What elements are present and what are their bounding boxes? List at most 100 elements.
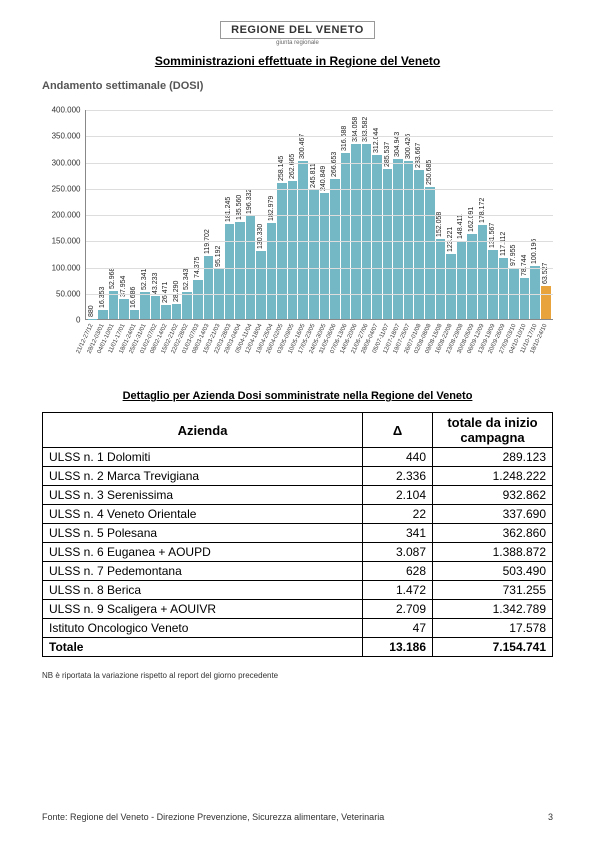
bar-column: 52.968	[109, 291, 119, 319]
bar-value-label: 182.979	[268, 196, 275, 221]
bar-column: 119.702	[204, 256, 214, 319]
bar	[109, 291, 119, 319]
cell-delta: 22	[363, 505, 433, 524]
bar-value-label: 262.665	[289, 154, 296, 179]
y-tick: 350.000	[52, 132, 81, 141]
bar	[277, 183, 287, 319]
footer: Fonte: Regione del Veneto - Direzione Pr…	[42, 812, 553, 822]
table-title: Dettaglio per Azienda Dosi somministrate…	[42, 390, 553, 402]
cell-delta: 2.709	[363, 600, 433, 619]
bar	[478, 225, 488, 319]
table-row: ULSS n. 2 Marca Trevigiana2.3361.248.222	[43, 467, 553, 486]
bar-value-label: 131.567	[489, 223, 496, 248]
chart-y-axis: 050.000100.000150.000200.000250.000300.0…	[43, 110, 85, 320]
bar-value-label: 52.341	[141, 268, 148, 289]
y-tick: 0	[76, 316, 80, 325]
cell-name: ULSS n. 1 Dolomiti	[43, 448, 363, 467]
bar-value-label: 245.811	[310, 163, 317, 188]
bar	[330, 179, 340, 319]
bar-column: 37.954	[119, 299, 129, 319]
bar-value-label: 300.426	[405, 134, 412, 159]
bar-column: 148.411	[457, 241, 467, 319]
table-row: ULSS n. 7 Pedemontana628503.490	[43, 562, 553, 581]
bar-value-label: 148.411	[457, 214, 464, 239]
bar-value-label: 196.332	[246, 189, 253, 214]
bar-column: 258.145	[277, 183, 287, 319]
bar-value-label: 266.653	[331, 152, 338, 177]
bar	[151, 296, 161, 319]
cell-delta: 3.087	[363, 543, 433, 562]
bar-value-label: 162.091	[468, 207, 475, 232]
bar-column: 182.979	[267, 223, 277, 319]
bar-value-label: 95.192	[215, 246, 222, 267]
cell-delta: 1.472	[363, 581, 433, 600]
bar	[204, 256, 214, 319]
bar-column: 250.685	[425, 187, 435, 319]
bar-column: 74.375	[193, 280, 203, 319]
bar	[393, 159, 403, 319]
cell-name: ULSS n. 7 Pedemontana	[43, 562, 363, 581]
bar-column: 131.567	[488, 250, 498, 319]
cell-delta: 2.336	[363, 467, 433, 486]
table-body: ULSS n. 1 Dolomiti440289.123ULSS n. 2 Ma…	[43, 448, 553, 657]
bar	[541, 286, 551, 319]
table-row: ULSS n. 5 Polesana341362.860	[43, 524, 553, 543]
bar-value-label: 16.686	[130, 287, 137, 308]
bar-column: 245.811	[309, 190, 319, 319]
table-row: ULSS n. 1 Dolomiti440289.123	[43, 448, 553, 467]
cell-total: 1.248.222	[433, 467, 553, 486]
bar-column: 285.537	[383, 169, 393, 319]
cell-name: Istituto Oncologico Veneto	[43, 619, 363, 638]
table-row: ULSS n. 9 Scaligera + AOUIVR2.7091.342.7…	[43, 600, 553, 619]
cell-delta: 2.104	[363, 486, 433, 505]
bar-value-label: 52.343	[183, 268, 190, 289]
bar	[446, 254, 456, 319]
bar-value-label: 123.221	[447, 227, 454, 252]
bar	[309, 190, 319, 319]
cell-total: 731.255	[433, 581, 553, 600]
bar-column: 63.527	[541, 286, 551, 319]
bar-column: 266.653	[330, 179, 340, 319]
cell-delta: 47	[363, 619, 433, 638]
bar	[140, 292, 150, 319]
bar	[520, 278, 530, 319]
bar-value-label: 316.688	[341, 125, 348, 150]
bar-column: 78.744	[520, 278, 530, 319]
cell-name: ULSS n. 2 Marca Trevigiana	[43, 467, 363, 486]
y-tick: 250.000	[52, 184, 81, 193]
bar-column: 100.196	[530, 266, 540, 319]
bar	[425, 187, 435, 319]
bar-value-label: 43.233	[152, 273, 159, 294]
cell-total: 1.388.872	[433, 543, 553, 562]
bar	[436, 239, 446, 319]
bar-value-label: 100.196	[531, 239, 538, 264]
bar-value-label: 334.058	[352, 116, 359, 141]
logo-subtext: giunta regionale	[42, 40, 553, 46]
cell-total: 7.154.741	[433, 638, 553, 657]
chart-plot: 88016.35352.96837.95416.68652.34143.2332…	[85, 110, 553, 320]
bar	[488, 250, 498, 319]
cell-total: 17.578	[433, 619, 553, 638]
y-tick: 400.000	[52, 106, 81, 115]
bar	[457, 241, 467, 319]
bar-value-label: 16.353	[99, 287, 106, 308]
bar-value-label: 117.112	[500, 231, 507, 255]
bar	[235, 222, 245, 319]
bar-column: 240.849	[320, 193, 330, 319]
cell-total: 362.860	[433, 524, 553, 543]
bar-value-label: 78.744	[521, 254, 528, 275]
bar-value-label: 312.044	[373, 128, 380, 153]
bar-value-label: 26.471	[162, 282, 169, 303]
footer-page: 3	[548, 812, 553, 822]
cell-name: ULSS n. 9 Scaligera + AOUIVR	[43, 600, 363, 619]
bar-column: 123.221	[446, 254, 456, 319]
bar-column: 52.343	[182, 292, 192, 319]
y-tick: 300.000	[52, 158, 81, 167]
bar-column: 26.471	[161, 305, 171, 319]
bar-value-label: 130.330	[257, 223, 264, 248]
bar-column: 162.091	[467, 234, 477, 319]
table-row: ULSS n. 6 Euganea + AOUPD3.0871.388.872	[43, 543, 553, 562]
bar-value-label: 178.172	[479, 198, 486, 223]
bar-column: 130.330	[256, 251, 266, 319]
y-tick: 200.000	[52, 211, 81, 220]
